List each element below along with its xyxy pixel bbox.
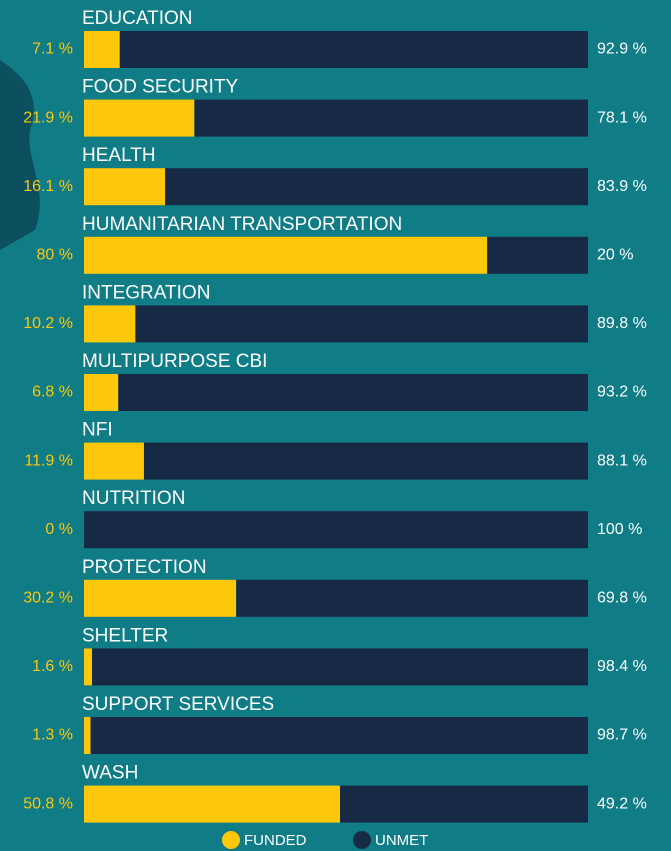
unmet-label: 20 % (597, 247, 633, 264)
unmet-label: 49.2 % (597, 795, 647, 812)
bar-segment (84, 374, 119, 411)
bar-segment (84, 785, 341, 823)
bar-segment (143, 442, 588, 480)
category-label: FOOD SECURITY (82, 77, 239, 98)
unmet-label: 78.1 % (597, 109, 647, 126)
category-label: SHELTER (82, 625, 168, 646)
unmet-label: 98.7 % (597, 727, 647, 744)
unmet-label: 100 % (597, 521, 642, 538)
bar-segment (84, 648, 93, 686)
category-label: MULTIPURPOSE CBI (82, 351, 267, 372)
funded-label: 16.1 % (23, 178, 73, 195)
bar-segment (119, 31, 588, 68)
category-label: HUMANITARIAN TRANSPORTATION (82, 214, 402, 235)
bar-segment (84, 511, 588, 549)
bar-segment (84, 579, 237, 617)
unmet-label: 89.8 % (597, 315, 647, 332)
bar-segment (84, 305, 136, 343)
legend-swatch (222, 831, 240, 849)
funded-label: 1.3 % (32, 727, 73, 744)
funded-label: 50.8 % (23, 795, 73, 812)
category-label: NFI (82, 420, 113, 441)
bar-segment (92, 648, 589, 686)
funded-label: 7.1 % (32, 41, 73, 58)
funded-label: 6.8 % (32, 384, 73, 401)
bar-segment (165, 168, 589, 206)
unmet-label: 88.1 % (597, 452, 647, 469)
bar-segment (84, 236, 488, 274)
unmet-label: 98.4 % (597, 658, 647, 675)
legend-swatch (353, 831, 371, 849)
bar-segment (236, 579, 588, 617)
bar-segment (84, 717, 91, 754)
category-label: INTEGRATION (82, 282, 210, 303)
bar-segment (135, 305, 588, 343)
unmet-label: 93.2 % (597, 384, 647, 401)
legend-label: UNMET (375, 832, 428, 849)
funded-label: 80 % (37, 247, 73, 264)
unmet-label: 92.9 % (597, 41, 647, 58)
bar-segment (84, 168, 166, 206)
funded-label: 11.9 % (24, 452, 73, 469)
bar-segment (84, 31, 120, 68)
bar-segment (84, 442, 144, 480)
bar-segment (340, 785, 588, 823)
legend-label: FUNDED (244, 832, 307, 849)
category-label: SUPPORT SERVICES (82, 694, 274, 715)
bar-segment (84, 99, 195, 137)
map-shape (0, 60, 40, 250)
category-label: HEALTH (82, 145, 156, 166)
bar-segment (118, 374, 588, 411)
category-label: EDUCATION (82, 8, 192, 29)
bar-segment (90, 717, 588, 754)
bar-segment (194, 99, 588, 137)
funded-label: 21.9 % (23, 109, 73, 126)
funded-label: 1.6 % (32, 658, 73, 675)
unmet-label: 83.9 % (597, 178, 647, 195)
unmet-label: 69.8 % (597, 590, 647, 607)
funded-label: 30.2 % (23, 590, 73, 607)
funded-label: 10.2 % (23, 315, 73, 332)
category-label: WASH (82, 763, 138, 784)
category-label: PROTECTION (82, 557, 207, 578)
funded-label: 0 % (45, 521, 73, 538)
bar-segment (487, 236, 588, 274)
category-label: NUTRITION (82, 488, 185, 509)
